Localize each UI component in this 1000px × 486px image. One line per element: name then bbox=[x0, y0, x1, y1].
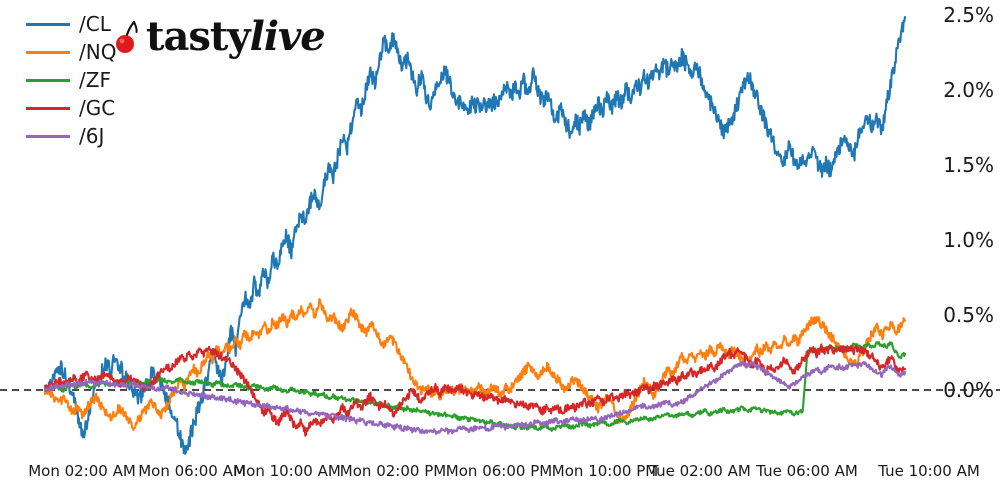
x-tick-6: Tue 02:00 AM bbox=[649, 462, 751, 480]
x-tick-4: Mon 06:00 PM bbox=[445, 462, 553, 480]
series-line-cl bbox=[43, 15, 907, 455]
brand-name-italic: live bbox=[249, 13, 326, 60]
tastylive-logo: tasty live bbox=[114, 13, 326, 60]
legend-item-zf[interactable]: /ZF bbox=[26, 66, 136, 94]
x-tick-5: Mon 10:00 PM bbox=[551, 462, 659, 480]
series-line-6j bbox=[43, 360, 907, 436]
line-swatch-icon bbox=[26, 50, 70, 54]
series-line-gc bbox=[43, 343, 907, 437]
x-tick-0: Mon 02:00 AM bbox=[28, 462, 136, 480]
y-tick-3: 1.5% bbox=[943, 153, 994, 177]
y-tick-1: 0.5% bbox=[943, 303, 994, 327]
line-swatch-icon bbox=[26, 134, 70, 138]
legend-label-nq: /NQ bbox=[79, 40, 117, 64]
legend-item-nq[interactable]: /NQ bbox=[26, 38, 136, 66]
line-swatch-icon bbox=[26, 22, 70, 26]
series-line-zf bbox=[43, 341, 907, 432]
cherry-icon bbox=[116, 20, 138, 53]
x-tick-3: Mon 02:00 PM bbox=[339, 462, 447, 480]
chart-legend: /CL /NQ /ZF /GC /6J bbox=[26, 10, 136, 150]
y-tick-2: 1.0% bbox=[943, 228, 994, 252]
legend-item-cl[interactable]: /CL bbox=[26, 10, 136, 38]
y-tick-5: 2.5% bbox=[943, 3, 994, 27]
legend-item-6j[interactable]: /6J bbox=[26, 122, 136, 150]
legend-label-zf: /ZF bbox=[79, 68, 111, 92]
legend-item-gc[interactable]: /GC bbox=[26, 94, 136, 122]
x-tick-1: Mon 06:00 AM bbox=[138, 462, 246, 480]
line-swatch-icon bbox=[26, 78, 70, 82]
legend-label-6j: /6J bbox=[79, 124, 105, 148]
legend-label-cl: /CL bbox=[79, 12, 111, 36]
x-tick-7: Tue 06:00 AM bbox=[756, 462, 858, 480]
legend-label-gc: /GC bbox=[79, 96, 116, 120]
brand-name-regular: tasty bbox=[146, 13, 251, 60]
line-swatch-icon bbox=[26, 106, 70, 110]
x-tick-2: Mon 10:00 AM bbox=[233, 462, 341, 480]
y-tick-0: 0.0% bbox=[943, 378, 994, 402]
x-tick-8: Tue 10:00 AM bbox=[878, 462, 980, 480]
y-tick-4: 2.0% bbox=[943, 78, 994, 102]
series-line-nq bbox=[43, 298, 907, 431]
